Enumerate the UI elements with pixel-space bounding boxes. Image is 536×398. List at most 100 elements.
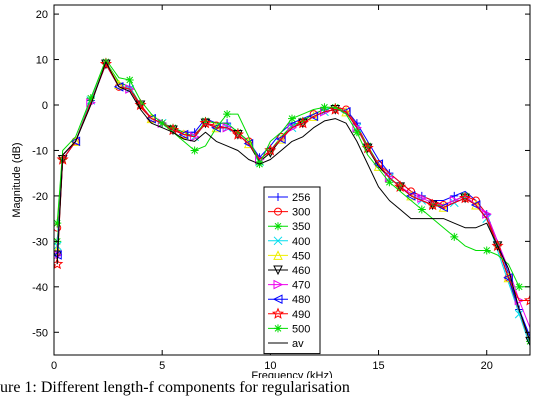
legend-item-470: 470	[268, 280, 310, 292]
legend-marker-490	[271, 307, 285, 319]
legend-item-460: 460	[268, 265, 310, 277]
data-point-480	[243, 138, 254, 149]
series-layer	[54, 57, 530, 347]
legend-item-300: 300	[268, 207, 310, 219]
legend-item-av: av	[268, 338, 304, 350]
chart: 0 5 10 15 20 -50 -40 -30 -20 -10 0 10 20 Frequency (…	[11, 4, 531, 378]
y-tick-label: 10	[36, 55, 48, 67]
legend-item-490: 490	[268, 307, 310, 321]
data-point-500	[320, 103, 329, 112]
data-point-470	[514, 295, 525, 306]
data-point-490	[231, 128, 245, 140]
legend-item-400: 400	[268, 236, 310, 248]
data-point-460	[525, 336, 530, 347]
data-point-500	[190, 146, 199, 155]
x-tick-label: 0	[51, 360, 57, 372]
data-point-350	[201, 116, 210, 125]
y-tick-label: -20	[32, 191, 48, 203]
data-point-480	[470, 200, 481, 210]
legend-label-460: 460	[292, 265, 310, 277]
data-point-480	[113, 82, 124, 92]
data-point-350	[233, 128, 242, 137]
legend-label-470: 470	[292, 280, 310, 292]
plot-frame	[53, 4, 531, 356]
y-tick-label: -10	[32, 145, 48, 157]
data-point-490	[394, 180, 407, 193]
data-point-350	[298, 116, 307, 125]
data-point-490	[329, 103, 342, 115]
legend-label-400: 400	[292, 236, 310, 248]
data-point-500	[482, 246, 491, 255]
data-point-350	[169, 123, 177, 132]
legend-marker-300	[274, 207, 282, 216]
data-point-470	[190, 132, 200, 142]
data-point-480	[373, 159, 384, 169]
data-point-480	[438, 202, 448, 213]
y-tick-label: 20	[36, 9, 48, 21]
y-tick-label: -40	[32, 282, 48, 294]
legend-marker-256	[274, 193, 282, 201]
series-line-490	[56, 63, 530, 301]
data-point-480	[146, 113, 156, 124]
data-point-490	[426, 198, 439, 211]
legend-item-350: 350	[268, 221, 310, 233]
data-point-500	[223, 110, 232, 119]
legend-marker-480	[272, 294, 283, 305]
x-tick-label: 20	[481, 360, 493, 372]
data-point-450	[308, 111, 319, 121]
data-point-500	[385, 178, 394, 187]
data-point-480	[405, 191, 416, 201]
ticks-layer: 0 5 10 15 20 -50 -40 -30 -20 -10 0 10 20	[32, 5, 530, 372]
legend-marker-450	[273, 250, 283, 260]
legend-item-500: 500	[268, 323, 310, 335]
legend-label-480: 480	[292, 294, 310, 306]
data-point-480	[70, 136, 81, 147]
series-av	[56, 61, 530, 342]
data-point-490	[491, 239, 504, 252]
data-point-480	[276, 134, 286, 144]
series-490	[54, 57, 530, 306]
data-point-480	[308, 111, 319, 122]
data-point-490	[199, 116, 212, 129]
legend: 256 300 350 400 450 460 470 480 490 500 av	[263, 186, 321, 355]
x-tick-label: 15	[372, 360, 384, 372]
data-point-500	[86, 94, 95, 103]
y-axis-label: Magnitude (dB)	[11, 142, 23, 217]
data-point-490	[54, 257, 64, 270]
legend-label-450: 450	[292, 250, 310, 262]
y-tick-label: -30	[32, 236, 48, 248]
series-line-av	[56, 61, 530, 342]
legend-marker-500	[274, 324, 282, 333]
legend-label-256: 256	[292, 192, 310, 204]
data-point-300	[471, 196, 480, 205]
x-tick-label: 10	[264, 360, 276, 372]
series-500	[54, 59, 530, 291]
figure-caption: ure 1: Different length-f components for…	[0, 379, 350, 396]
data-point-500	[417, 205, 426, 214]
data-point-350	[363, 141, 372, 150]
data-point-450	[471, 199, 481, 210]
data-point-490	[296, 116, 309, 129]
legend-label-350: 350	[292, 221, 310, 233]
data-point-500	[515, 282, 524, 291]
data-point-500	[288, 114, 296, 123]
legend-item-480: 480	[268, 294, 310, 306]
legend-label-av: av	[292, 338, 304, 350]
data-point-500	[125, 76, 134, 84]
legend-item-256: 256	[268, 192, 310, 204]
legend-item-450: 450	[268, 250, 310, 262]
data-point-450	[276, 133, 286, 144]
legend-label-300: 300	[292, 207, 310, 219]
data-point-490	[523, 294, 530, 306]
data-point-500	[158, 119, 167, 128]
legend-marker-470	[273, 279, 284, 290]
x-tick-label: 5	[159, 360, 165, 372]
data-point-450	[243, 138, 254, 149]
data-point-500	[450, 232, 459, 241]
x-axis-label: Frequency (kHz)	[251, 370, 332, 378]
data-point-500	[352, 128, 361, 137]
data-point-490	[99, 57, 112, 70]
y-tick-label: -50	[32, 327, 48, 339]
data-point-490	[459, 191, 472, 204]
data-point-480	[178, 129, 189, 140]
